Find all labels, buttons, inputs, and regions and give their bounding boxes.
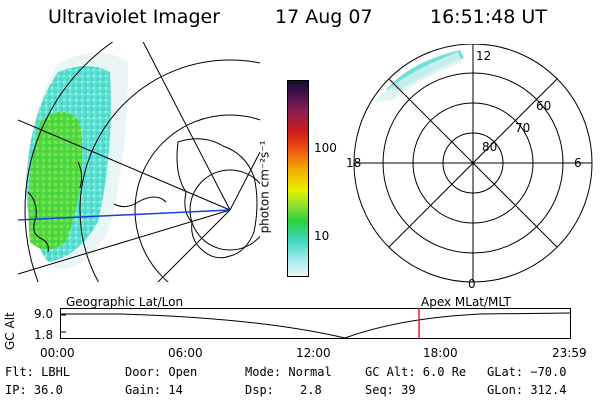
orbit-x-tick-1: 06:00 <box>168 346 203 360</box>
colorbar <box>287 80 309 277</box>
orbit-y-axis-label: GC Alt <box>3 312 17 350</box>
mlt-label-12: 12 <box>476 49 491 63</box>
orbit-plot <box>60 308 571 339</box>
status-flt: Flt: LBHL <box>5 365 71 379</box>
status-gc-alt: GC Alt: 6.0 Re <box>365 365 467 379</box>
status-ip: IP: 36.0 <box>5 383 63 397</box>
status-glat: GLat: −70.0 <box>487 365 567 379</box>
orbit-right-title: Apex MLat/MLT <box>421 295 511 309</box>
orbit-y-tick-top: 9.0 <box>34 307 54 321</box>
mlt-label-0: 0 <box>468 277 476 290</box>
status-gain: Gain: 14 <box>125 383 183 397</box>
status-glon: GLon: 312.4 <box>487 383 567 397</box>
status-door: Door: Open <box>125 365 198 379</box>
status-dsp-label: Dsp: <box>245 383 274 397</box>
lat-label-80: 80 <box>482 140 497 154</box>
orbit-x-tick-3: 18:00 <box>423 346 458 360</box>
colorbar-tick-10: 10 <box>314 229 330 243</box>
geographic-map <box>18 42 260 282</box>
colorbar-unit-label: photon cm⁻²s⁻¹ <box>257 140 272 234</box>
mlt-label-18: 18 <box>346 156 361 170</box>
lat-label-70: 70 <box>515 121 530 135</box>
lat-label-60: 60 <box>536 99 551 113</box>
orbit-left-title: Geographic Lat/Lon <box>66 295 184 309</box>
orbit-x-tick-4: 23:59 <box>552 346 587 360</box>
ground-track <box>18 209 231 221</box>
polar-plot: 12 18 6 0 60 70 80 <box>346 44 593 290</box>
aurora-green-region <box>28 112 83 250</box>
orbit-y-tick-bottom: 1.8 <box>34 328 54 342</box>
orbit-x-tick-0: 00:00 <box>40 346 75 360</box>
mlt-label-6: 6 <box>574 156 582 170</box>
date-label: 17 Aug 07 <box>275 6 373 28</box>
altitude-curve <box>60 312 571 339</box>
orbit-x-tick-2: 12:00 <box>296 346 331 360</box>
status-mode: Mode: Normal <box>245 365 332 379</box>
status-seq: Seq: 39 <box>365 383 416 397</box>
time-label: 16:51:48 UT <box>430 6 547 28</box>
colorbar-tick-100: 100 <box>314 141 337 155</box>
instrument-title: Ultraviolet Imager <box>48 6 221 28</box>
status-dsp-value: 2.8 <box>300 383 322 397</box>
